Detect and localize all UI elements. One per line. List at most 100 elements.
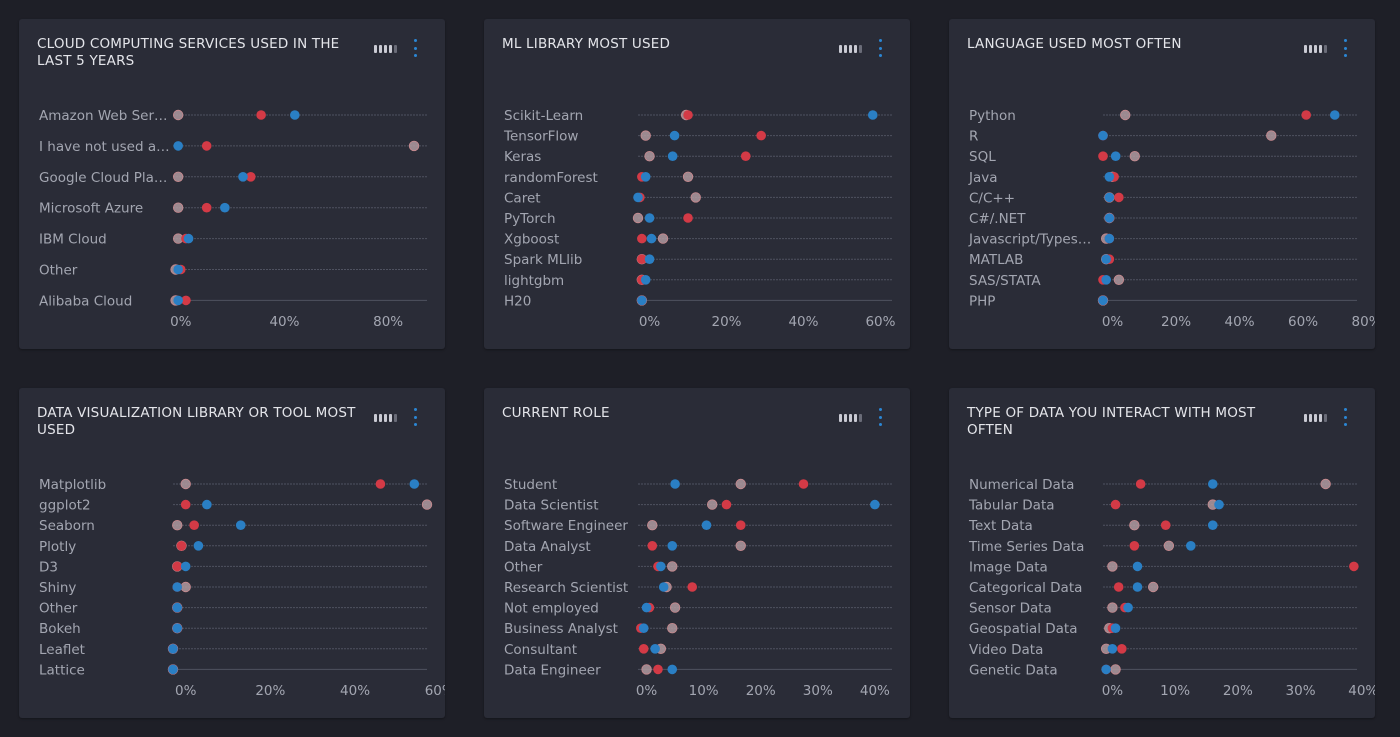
data-point-gray[interactable] [644, 150, 655, 162]
bar-levels-icon[interactable] [839, 414, 862, 422]
data-point-blue[interactable] [193, 541, 204, 551]
data-point-blue[interactable] [235, 520, 246, 530]
data-point-red[interactable] [1117, 644, 1127, 654]
data-point-blue[interactable] [1207, 520, 1218, 530]
data-point-gray[interactable] [690, 192, 701, 203]
data-point-red[interactable] [647, 541, 658, 551]
data-point-blue[interactable] [633, 192, 643, 203]
data-point-blue[interactable] [168, 664, 178, 675]
data-point-gray[interactable] [632, 212, 644, 224]
data-point-blue[interactable] [658, 582, 669, 592]
data-point-blue[interactable] [667, 151, 678, 161]
data-point-blue[interactable] [638, 623, 649, 633]
data-point-blue[interactable] [640, 172, 651, 182]
data-point-gray[interactable] [1163, 540, 1175, 552]
data-point-blue[interactable] [183, 233, 194, 244]
data-point-red[interactable] [653, 664, 663, 675]
data-point-blue[interactable] [290, 110, 300, 120]
data-point-red[interactable] [1349, 561, 1359, 572]
data-point-blue[interactable] [1207, 479, 1218, 489]
data-point-gray[interactable] [669, 602, 681, 613]
kebab-menu-icon[interactable] [412, 408, 418, 426]
data-point-gray[interactable] [180, 581, 191, 593]
data-point-blue[interactable] [1132, 582, 1143, 592]
data-point-gray[interactable] [640, 130, 651, 141]
data-point-blue[interactable] [1101, 664, 1111, 675]
data-point-red[interactable] [683, 213, 693, 223]
data-point-gray[interactable] [172, 202, 184, 213]
data-point-gray[interactable] [172, 109, 184, 121]
data-point-blue[interactable] [637, 295, 647, 306]
data-point-red[interactable] [201, 202, 212, 213]
data-point-red[interactable] [637, 233, 647, 244]
data-point-gray[interactable] [707, 499, 718, 510]
data-point-red[interactable] [181, 295, 191, 306]
data-point-blue[interactable] [1186, 541, 1196, 551]
data-point-gray[interactable] [1266, 130, 1277, 141]
kebab-menu-icon[interactable] [1342, 408, 1348, 426]
data-point-red[interactable] [176, 541, 187, 551]
data-point-gray[interactable] [667, 622, 678, 634]
data-point-red[interactable] [201, 141, 212, 151]
data-point-blue[interactable] [172, 582, 183, 592]
data-point-gray[interactable] [682, 171, 694, 183]
data-point-red[interactable] [637, 254, 647, 264]
data-point-blue[interactable] [646, 233, 657, 244]
data-point-red[interactable] [756, 130, 766, 141]
data-point-red[interactable] [245, 172, 256, 182]
data-point-gray[interactable] [180, 478, 191, 490]
data-point-blue[interactable] [1110, 623, 1121, 633]
data-point-gray[interactable] [172, 519, 183, 531]
data-point-red[interactable] [1098, 151, 1108, 161]
data-point-blue[interactable] [667, 664, 678, 675]
data-point-gray[interactable] [735, 478, 746, 490]
data-point-blue[interactable] [172, 602, 183, 613]
data-point-red[interactable] [180, 499, 191, 510]
data-point-gray[interactable] [1110, 664, 1121, 675]
data-point-red[interactable] [798, 479, 809, 489]
data-point-gray[interactable] [667, 561, 678, 572]
data-point-gray[interactable] [1113, 274, 1125, 285]
data-point-blue[interactable] [1104, 192, 1115, 203]
data-point-red[interactable] [638, 644, 649, 654]
data-point-blue[interactable] [1132, 561, 1143, 572]
data-point-blue[interactable] [1098, 130, 1108, 141]
data-point-blue[interactable] [1214, 499, 1224, 510]
kebab-menu-icon[interactable] [877, 408, 883, 426]
data-point-red[interactable] [1135, 479, 1146, 489]
data-point-gray[interactable] [408, 140, 420, 152]
data-point-blue[interactable] [644, 254, 655, 264]
kebab-menu-icon[interactable] [877, 39, 883, 57]
data-point-blue[interactable] [238, 172, 248, 182]
data-point-gray[interactable] [1120, 109, 1131, 121]
data-point-blue[interactable] [1329, 110, 1340, 120]
data-point-gray[interactable] [735, 540, 746, 552]
data-point-blue[interactable] [202, 499, 212, 510]
data-point-blue[interactable] [180, 561, 191, 572]
data-point-blue[interactable] [409, 479, 420, 489]
data-point-blue[interactable] [644, 213, 655, 223]
data-point-gray[interactable] [1107, 602, 1118, 613]
data-point-blue[interactable] [667, 541, 678, 551]
data-point-red[interactable] [1301, 110, 1311, 120]
data-point-gray[interactable] [1129, 150, 1140, 162]
data-point-red[interactable] [1160, 520, 1171, 530]
data-point-blue[interactable] [1110, 151, 1121, 161]
data-point-red[interactable] [1129, 541, 1140, 551]
data-point-blue[interactable] [650, 644, 660, 654]
data-point-blue[interactable] [172, 623, 183, 633]
data-point-gray[interactable] [647, 519, 658, 531]
data-point-red[interactable] [1114, 192, 1124, 203]
data-point-gray[interactable] [657, 233, 669, 244]
data-point-blue[interactable] [870, 499, 880, 510]
data-point-gray[interactable] [1320, 478, 1331, 490]
data-point-red[interactable] [683, 110, 693, 120]
bar-levels-icon[interactable] [839, 45, 862, 53]
kebab-menu-icon[interactable] [1342, 39, 1348, 57]
data-point-blue[interactable] [669, 130, 680, 141]
data-point-red[interactable] [735, 520, 746, 530]
data-point-blue[interactable] [656, 561, 666, 572]
data-point-red[interactable] [740, 151, 751, 161]
data-point-red[interactable] [721, 499, 732, 510]
data-point-blue[interactable] [173, 295, 183, 306]
